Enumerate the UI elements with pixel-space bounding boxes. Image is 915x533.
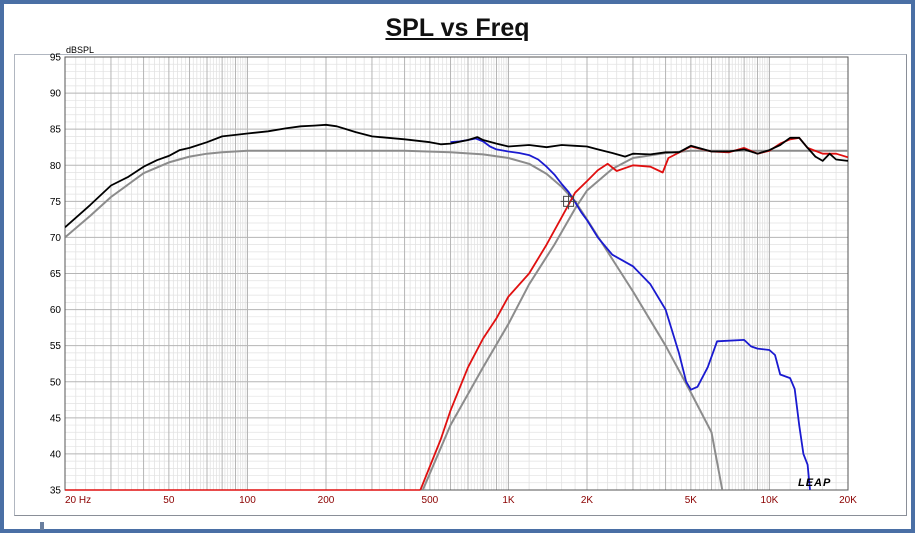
x-tick-label: 500 — [422, 495, 439, 506]
x-tick-label: 20 Hz — [65, 495, 91, 506]
crossover-marker — [560, 193, 577, 210]
y-tick-label: 45 — [50, 413, 62, 424]
y-tick-label: 55 — [50, 341, 62, 352]
series-group — [65, 123, 848, 491]
y-tick-label: 70 — [50, 233, 62, 244]
watermark-logo: LEAP — [798, 477, 831, 489]
x-tick-label: 1K — [502, 495, 515, 506]
y-tick-label: 35 — [50, 486, 62, 497]
series-line-woofer — [450, 137, 811, 490]
y-tick-label: 95 — [50, 53, 62, 64]
y-tick-label: 80 — [50, 161, 62, 172]
x-tick-label: 2K — [581, 495, 594, 506]
y-tick-label: 50 — [50, 377, 62, 388]
y-tick-label: 65 — [50, 269, 62, 280]
y-tick-label: 75 — [50, 197, 62, 208]
series-line-total — [65, 123, 848, 228]
window-corner-mark — [40, 522, 44, 530]
y-axis-label: dBSPL — [66, 45, 94, 55]
series-line-tweeter — [419, 136, 848, 490]
series-line-target_hp — [421, 149, 848, 490]
series-line-target_lp — [65, 149, 724, 490]
x-tick-label: 200 — [318, 495, 335, 506]
x-tick-labels: 20 Hz 50 100 200 500 1K 2K 5K 10K 20K — [65, 495, 857, 506]
x-tick-label: 100 — [239, 495, 256, 506]
y-tick-label: 60 — [50, 305, 62, 316]
y-tick-label: 85 — [50, 125, 62, 136]
chart-panel — [14, 54, 907, 516]
x-tick-label: 50 — [163, 495, 175, 506]
x-tick-label: 5K — [685, 495, 698, 506]
chart-title: SPL vs Freq — [385, 14, 530, 42]
y-tick-label: 40 — [50, 449, 62, 460]
y-tick-label: 90 — [50, 89, 62, 100]
x-tick-label: 20K — [839, 495, 857, 506]
x-tick-label: 10K — [761, 495, 779, 506]
plot-border — [64, 56, 849, 491]
y-tick-labels: 35 40 45 50 55 60 65 70 75 80 85 90 95 — [50, 53, 62, 497]
